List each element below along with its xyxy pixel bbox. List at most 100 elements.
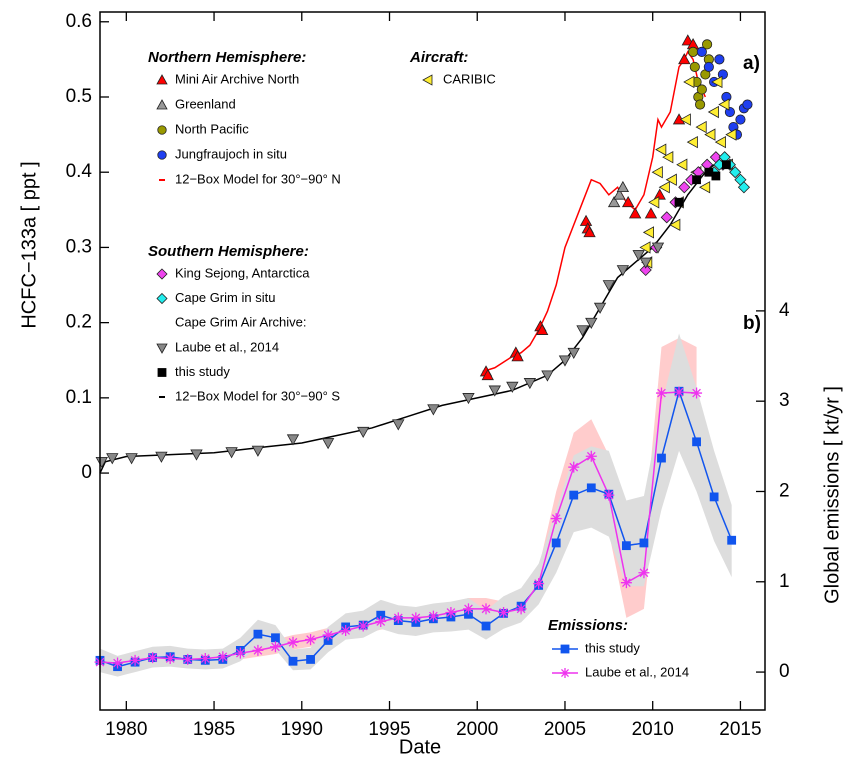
marker bbox=[662, 150, 674, 164]
legend-label: 12−Box Model for 30°−90° N bbox=[175, 171, 341, 186]
y2-axis-label: Global emissions [ kt/yr ] bbox=[821, 386, 843, 604]
marker bbox=[558, 355, 572, 367]
legend-marker bbox=[422, 74, 433, 86]
legend-label: 12−Box Model for 30°−90° S bbox=[175, 388, 340, 403]
marker bbox=[651, 166, 663, 179]
legend-marker bbox=[156, 74, 168, 85]
marker bbox=[523, 378, 537, 390]
marker bbox=[718, 98, 730, 111]
marker bbox=[340, 625, 352, 637]
legend-marker bbox=[156, 268, 168, 280]
y-tick-label: 0 bbox=[81, 462, 92, 483]
y-tick-label: 0.6 bbox=[66, 11, 92, 32]
x-tick-label: 2010 bbox=[632, 719, 674, 740]
marker bbox=[725, 128, 737, 141]
marker bbox=[164, 653, 176, 665]
marker bbox=[616, 180, 630, 193]
marker bbox=[147, 652, 159, 664]
legend-label: Jungfraujoch in situ bbox=[175, 146, 287, 161]
marker bbox=[288, 656, 298, 666]
marker bbox=[217, 651, 229, 663]
marker bbox=[269, 641, 281, 653]
legend-heading: Aircraft: bbox=[409, 49, 468, 66]
marker bbox=[129, 654, 141, 666]
legend-label: CARIBIC bbox=[443, 71, 496, 86]
marker bbox=[678, 181, 691, 194]
marker bbox=[199, 653, 211, 665]
marker bbox=[655, 143, 667, 156]
marker bbox=[687, 46, 699, 57]
marker bbox=[621, 195, 635, 208]
marker bbox=[621, 541, 631, 551]
marker bbox=[692, 175, 701, 185]
marker bbox=[305, 634, 317, 646]
marker bbox=[585, 317, 598, 329]
legend-marker bbox=[560, 668, 570, 678]
marker bbox=[225, 447, 238, 459]
marker bbox=[711, 75, 723, 89]
y2-tick-label: 1 bbox=[779, 571, 790, 592]
marker bbox=[585, 450, 597, 462]
marker bbox=[357, 426, 370, 439]
marker bbox=[660, 211, 673, 224]
marker bbox=[95, 456, 108, 469]
marker bbox=[410, 612, 422, 624]
marker bbox=[106, 453, 119, 465]
x-tick-label: 1985 bbox=[193, 719, 235, 740]
legend-marker bbox=[156, 99, 168, 110]
marker bbox=[427, 404, 440, 416]
marker bbox=[515, 603, 527, 615]
y2-tick-label: 0 bbox=[779, 661, 790, 682]
marker bbox=[155, 451, 168, 463]
x-tick-label: 2015 bbox=[719, 719, 761, 740]
bands bbox=[100, 333, 732, 677]
x-tick-label: 1980 bbox=[105, 719, 147, 740]
marker bbox=[182, 653, 194, 665]
marker bbox=[696, 84, 707, 95]
legend-marker bbox=[156, 343, 168, 354]
marker bbox=[714, 135, 726, 149]
marker bbox=[665, 173, 677, 186]
marker bbox=[702, 39, 713, 50]
marker bbox=[709, 492, 719, 502]
marker bbox=[714, 54, 725, 65]
legend-label: Mini Air Archive North bbox=[175, 71, 299, 86]
marker bbox=[692, 437, 701, 447]
marker bbox=[234, 647, 246, 659]
marker bbox=[724, 106, 735, 118]
marker bbox=[613, 188, 626, 200]
marker bbox=[593, 302, 607, 314]
marker bbox=[642, 226, 654, 239]
marker bbox=[727, 535, 737, 545]
legend-label: Laube et al., 2014 bbox=[585, 664, 689, 679]
legend: Mini Air Archive North Greenland North Pac… bbox=[156, 71, 689, 679]
marker bbox=[568, 461, 580, 473]
marker bbox=[696, 46, 707, 57]
y-tick-label: 0.2 bbox=[66, 312, 92, 333]
marker bbox=[480, 603, 492, 615]
marker bbox=[445, 606, 457, 618]
marker bbox=[704, 128, 716, 141]
marker bbox=[535, 323, 549, 335]
marker bbox=[707, 105, 719, 119]
marker bbox=[639, 263, 652, 277]
marker bbox=[251, 445, 265, 457]
marker bbox=[498, 606, 510, 618]
marker bbox=[691, 387, 703, 399]
markers bbox=[94, 34, 753, 672]
y-tick-label: 0.5 bbox=[66, 86, 92, 107]
marker bbox=[695, 99, 706, 110]
marker bbox=[620, 577, 632, 589]
y-tick-label: 0.4 bbox=[66, 161, 93, 182]
marker bbox=[576, 325, 589, 337]
marker bbox=[711, 171, 721, 181]
marker bbox=[657, 453, 666, 463]
marker bbox=[686, 135, 698, 149]
marker bbox=[125, 453, 138, 465]
marker bbox=[375, 616, 387, 628]
y-tick-label: 0.3 bbox=[66, 236, 92, 257]
uncertainty-band bbox=[100, 333, 732, 677]
marker bbox=[603, 489, 615, 501]
x-axis-label: Date bbox=[399, 736, 441, 758]
